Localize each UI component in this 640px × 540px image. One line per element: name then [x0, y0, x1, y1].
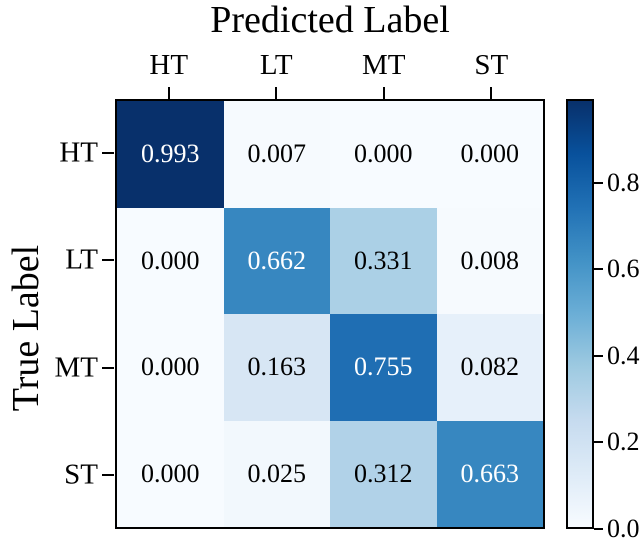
matrix-cell: 0.000 [117, 207, 224, 314]
colorbar-tick-mark [594, 354, 603, 357]
matrix-cell: 0.008 [436, 207, 543, 314]
matrix-cell: 0.662 [223, 207, 330, 314]
x-axis-title: Predicted Label [210, 0, 450, 41]
y-tick-label: HT [59, 136, 98, 169]
x-tick-mark [167, 87, 170, 99]
matrix-cell: 0.025 [223, 420, 330, 527]
y-tick-mark [102, 151, 114, 154]
matrix-cell: 0.993 [117, 101, 224, 208]
y-tick-mark [102, 259, 114, 262]
colorbar-tick-label: 0.8 [607, 167, 640, 197]
matrix-cell: 0.000 [117, 314, 224, 421]
matrix-cell: 0.163 [223, 314, 330, 421]
x-tick-mark [490, 87, 493, 99]
colorbar-tick-mark [594, 268, 603, 271]
colorbar-tick-mark [594, 528, 603, 530]
y-tick-label: ST [64, 458, 98, 491]
matrix-cell: 0.082 [436, 314, 543, 421]
matrix-cell: 0.000 [117, 420, 224, 527]
matrix-cell: 0.007 [223, 101, 330, 208]
y-tick-mark [102, 474, 114, 477]
matrix-cell: 0.331 [330, 207, 437, 314]
x-tick-label: HT [149, 49, 189, 81]
colorbar-tick-label: 0.6 [607, 254, 640, 284]
matrix-cell: 0.755 [330, 314, 437, 421]
colorbar-tick-label: 0.2 [607, 427, 640, 457]
x-tick-label: ST [474, 49, 509, 81]
matrix-cell: 0.000 [330, 101, 437, 208]
y-tick-label: LT [65, 243, 98, 276]
y-tick-mark [102, 366, 114, 369]
x-tick-mark [275, 87, 278, 99]
x-tick-label: LT [259, 49, 293, 81]
matrix-cell: 0.312 [330, 420, 437, 527]
colorbar-tick-label: 0.0 [607, 514, 640, 540]
colorbar-tick-mark [594, 441, 603, 444]
matrix-cell: 0.663 [436, 420, 543, 527]
colorbar [566, 99, 594, 529]
heatmap-grid: 0.993 0.007 0.000 0.000 0.000 0.662 0.331 0.008… [115, 99, 545, 529]
x-tick-mark [382, 87, 385, 99]
matrix-cell: 0.000 [436, 101, 543, 208]
y-tick-label: MT [54, 351, 99, 384]
x-tick-label: MT [362, 49, 406, 81]
colorbar-tick-mark [594, 181, 603, 184]
colorbar-tick-label: 0.4 [607, 340, 640, 370]
